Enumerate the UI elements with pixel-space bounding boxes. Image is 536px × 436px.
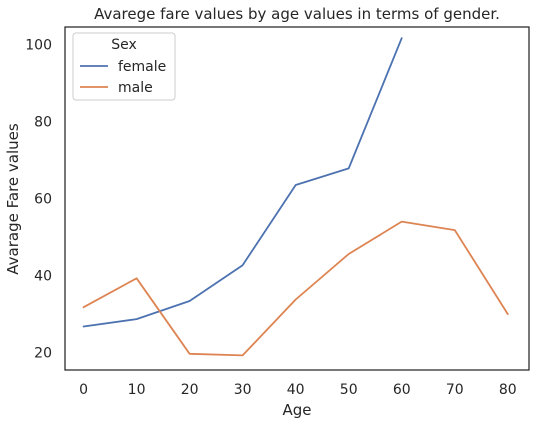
y-tick-label: 80: [34, 114, 52, 130]
legend-box: [72, 32, 176, 101]
x-tick-label: 30: [234, 382, 252, 398]
y-tick-label: 40: [34, 269, 52, 285]
x-tick-label: 0: [79, 382, 88, 398]
plot-area: 0 10 20 30 40 50 60 70 80 20 40 60 80 100: [25, 26, 530, 398]
plot-frame: [64, 26, 530, 371]
x-tick-label: 60: [393, 382, 411, 398]
x-tick-label: 40: [287, 382, 305, 398]
x-tick-label: 10: [128, 382, 146, 398]
x-tick-label: 70: [446, 382, 464, 398]
y-tick-label: 60: [34, 192, 52, 208]
series-line-female: [82, 37, 403, 328]
x-tick-label: 20: [181, 382, 199, 398]
x-axis-label: Age: [282, 401, 311, 419]
y-tick-label: 100: [25, 37, 52, 53]
y-tick-label: 20: [34, 346, 52, 362]
x-tick-label: 80: [499, 382, 517, 398]
legend-label-female: female: [118, 59, 166, 75]
legend-label-male: male: [118, 80, 153, 96]
legend: Sex female male: [72, 32, 176, 101]
y-axis-label: Avarage Fare values: [4, 123, 22, 275]
chart-title: Avarege fare values by age values in ter…: [94, 5, 500, 23]
series-line-male: [82, 220, 509, 357]
legend-title: Sex: [111, 37, 137, 53]
x-tick-label: 50: [340, 382, 358, 398]
